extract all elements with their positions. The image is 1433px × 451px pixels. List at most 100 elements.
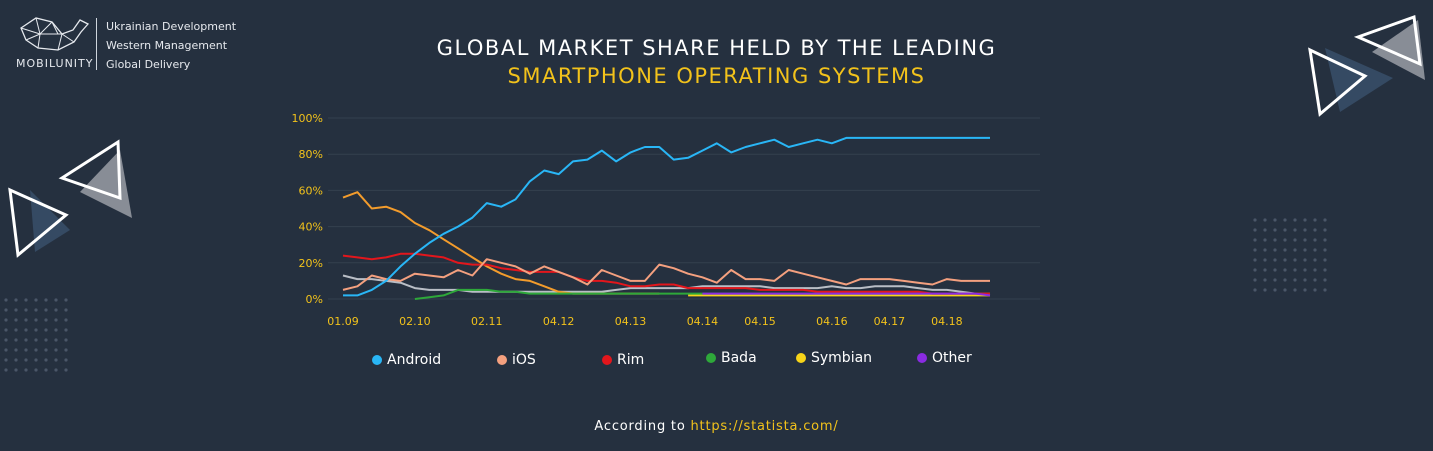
decor-dot (14, 338, 18, 342)
decor-dot (54, 348, 58, 352)
decor-dot (1313, 238, 1317, 242)
x-tick-label: 04.17 (874, 315, 906, 328)
decor-dot (1273, 268, 1277, 272)
source-prefix: According to (594, 419, 686, 434)
decor-dot (4, 368, 8, 372)
decor-dot (1293, 268, 1297, 272)
decor-dot (44, 338, 48, 342)
legend-item: Bada (706, 350, 757, 366)
decor-dot (4, 358, 8, 362)
decor-dot (1303, 228, 1307, 232)
chart-series (342, 136, 991, 300)
decor-dot (1323, 278, 1327, 282)
y-tick-label: 80% (299, 148, 323, 161)
source-note: According to https://statista.com/ (0, 419, 1433, 434)
triangle-outline (58, 139, 122, 201)
y-tick-label: 20% (299, 257, 323, 270)
decor-dot (1263, 238, 1267, 242)
decor-dot (54, 318, 58, 322)
decor-dot (1303, 258, 1307, 262)
decor-dot (4, 318, 8, 322)
decor-dot (1253, 258, 1257, 262)
y-tick-label: 100% (292, 112, 323, 125)
decor-dot (1253, 238, 1257, 242)
decor-dot (54, 308, 58, 312)
x-tick-label: 02.10 (399, 315, 431, 328)
decor-dot (1283, 288, 1287, 292)
decor-dot (34, 298, 38, 302)
decor-dot (1313, 268, 1317, 272)
y-axis-ticks: 0% 20% 40% 60% 80% 100% (292, 112, 323, 306)
decor-dot (1273, 288, 1277, 292)
decor-dot (4, 298, 8, 302)
decor-dot (64, 348, 68, 352)
legend-dot-icon (372, 355, 382, 365)
decor-dot (34, 358, 38, 362)
decor-dot (1323, 248, 1327, 252)
decor-dot (44, 318, 48, 322)
decor-dot (24, 328, 28, 332)
x-tick-label: 02.11 (471, 315, 503, 328)
triangle-shape (1372, 20, 1425, 80)
decor-dot (1283, 228, 1287, 232)
series-line-unlabeled (342, 274, 990, 295)
decor-dot (1303, 238, 1307, 242)
decor-dot (1293, 248, 1297, 252)
decor-dot (1303, 248, 1307, 252)
decor-dot (14, 348, 18, 352)
legend-label: iOS (512, 352, 536, 368)
y-tick-label: 40% (299, 221, 323, 234)
dot-grid-left (4, 298, 68, 372)
decor-dot (54, 298, 58, 302)
series-line-other (702, 292, 991, 297)
decor-dot (54, 368, 58, 372)
decor-dot (24, 308, 28, 312)
chart-grid (328, 117, 1040, 300)
decor-dot (34, 308, 38, 312)
decor-dot (1293, 258, 1297, 262)
decor-dot (1263, 228, 1267, 232)
legend-dot-icon (917, 353, 927, 363)
decor-dot (24, 338, 28, 342)
legend-dot-icon (497, 355, 507, 365)
x-tick-label: 04.18 (931, 315, 963, 328)
decor-dot (14, 368, 18, 372)
decor-dot (1283, 268, 1287, 272)
decor-dot (1303, 268, 1307, 272)
decor-dot (34, 318, 38, 322)
decor-dot (34, 368, 38, 372)
decor-dot (64, 338, 68, 342)
legend-label: Android (387, 352, 442, 368)
decor-dot (54, 338, 58, 342)
decor-dot (1323, 268, 1327, 272)
decor-dot (14, 308, 18, 312)
decor-dot (44, 348, 48, 352)
decor-dot (44, 308, 48, 312)
decor-dot (1263, 268, 1267, 272)
decor-dot (64, 298, 68, 302)
decor-dot (1263, 288, 1267, 292)
chart-subtitle: SMARTPHONE OPERATING SYSTEMS (507, 64, 926, 88)
decor-dot (24, 358, 28, 362)
decor-dot (34, 348, 38, 352)
decor-dot (1293, 278, 1297, 282)
x-tick-label: 04.13 (615, 315, 647, 328)
decor-dot (1253, 248, 1257, 252)
decor-dot (1303, 288, 1307, 292)
decor-dot (1313, 258, 1317, 262)
decor-dot (1263, 218, 1267, 222)
legend-dot-icon (796, 353, 806, 363)
decor-dot (1283, 248, 1287, 252)
chart-legend: Android iOS Rim Bada Symbian Other (0, 350, 1433, 374)
decor-dot (14, 328, 18, 332)
logo-divider (96, 18, 97, 70)
decor-dot (34, 338, 38, 342)
decor-dot (1283, 278, 1287, 282)
decor-dot (1273, 248, 1277, 252)
y-tick-label: 0% (306, 293, 323, 306)
series-line-rim (342, 252, 990, 295)
source-link[interactable]: https://statista.com/ (690, 419, 839, 434)
decor-dot (1273, 238, 1277, 242)
